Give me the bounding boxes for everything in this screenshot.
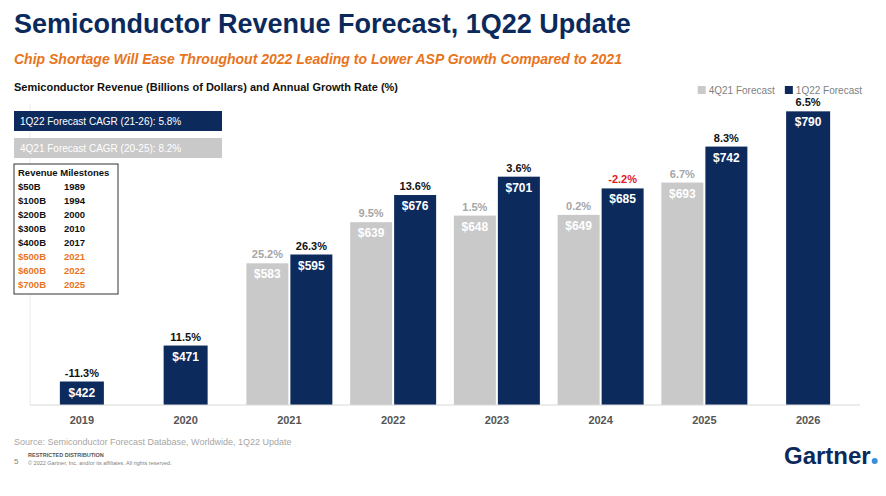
value-label: $639 — [358, 226, 385, 240]
page-number: 5 — [14, 457, 19, 466]
legend: 4Q21 Forecast 1Q22 Forecast — [698, 85, 863, 96]
milestone-year: 2022 — [64, 265, 85, 276]
x-tick-label: 2021 — [277, 414, 301, 426]
value-label: $685 — [609, 192, 636, 206]
growth-label: -11.3% — [65, 367, 99, 379]
bar — [558, 215, 600, 405]
value-label: $676 — [402, 199, 429, 213]
growth-label: 6.7% — [670, 168, 695, 180]
milestones-title: Revenue Milestones — [18, 167, 109, 178]
growth-label: 8.3% — [714, 132, 739, 144]
milestone-amount: $300B — [18, 223, 46, 234]
legend-label: 1Q22 Forecast — [796, 85, 862, 96]
x-tick-label: 2020 — [173, 414, 197, 426]
copyright: © 2022 Gartner, Inc. and/or its affiliat… — [28, 460, 172, 466]
legend-label: 4Q21 Forecast — [709, 85, 775, 96]
y-label: Semiconductor Revenue (Billions of Dolla… — [14, 81, 398, 93]
growth-label: 26.3% — [296, 240, 327, 252]
milestone-year: 1994 — [64, 195, 86, 206]
milestone-amount: $200B — [18, 209, 46, 220]
cagr-text: 1Q22 Forecast CAGR (21-26): 5.8% — [20, 116, 181, 127]
milestone-amount: $600B — [18, 265, 46, 276]
x-tick-label: 2022 — [381, 414, 405, 426]
milestone-year: 2025 — [64, 279, 86, 290]
legend-swatch — [698, 86, 706, 94]
growth-label: 3.6% — [506, 162, 531, 174]
logo-dot — [872, 458, 878, 464]
milestone-amount: $100B — [18, 195, 46, 206]
bar — [164, 346, 208, 405]
bar — [705, 147, 747, 405]
milestone-amount: $700B — [18, 279, 46, 290]
bar — [246, 263, 288, 405]
distribution: RESTRICTED DISTRIBUTION — [28, 452, 104, 458]
bar — [60, 382, 104, 405]
bar — [661, 183, 703, 405]
growth-label: 13.6% — [400, 180, 431, 192]
value-label: $742 — [713, 151, 740, 165]
milestone-amount: $50B — [18, 181, 41, 192]
value-label: $471 — [172, 350, 199, 364]
x-axis — [30, 405, 860, 406]
growth-label: 25.2% — [252, 248, 283, 260]
value-label: $422 — [69, 386, 96, 400]
growth-label: 6.5% — [796, 96, 821, 108]
growth-label: 11.5% — [170, 331, 201, 343]
milestone-amount: $500B — [18, 251, 46, 262]
subtitle: Chip Shortage Will Ease Throughout 2022 … — [14, 51, 622, 67]
x-tick-label: 2025 — [692, 414, 716, 426]
milestone-amount: $400B — [18, 237, 46, 248]
milestone-year: 2000 — [64, 209, 85, 220]
bar — [454, 216, 496, 405]
x-tick-label: 2019 — [70, 414, 94, 426]
value-label: $790 — [795, 115, 822, 129]
x-tick-label: 2023 — [485, 414, 509, 426]
milestones-box — [14, 164, 118, 294]
bar — [394, 195, 436, 405]
milestone-year: 1989 — [64, 181, 85, 192]
x-tick-label: 2026 — [796, 414, 820, 426]
x-tick-label: 2024 — [588, 414, 613, 426]
value-label: $595 — [298, 259, 325, 273]
value-label: $583 — [254, 267, 281, 281]
milestone-year: 2021 — [64, 251, 86, 262]
value-label: $693 — [669, 187, 696, 201]
value-label: $649 — [565, 219, 592, 233]
growth-label: 9.5% — [359, 207, 384, 219]
growth-label: 0.2% — [566, 200, 591, 212]
cagr-text: 4Q21 Forecast CAGR (20-25): 8.2% — [20, 143, 181, 154]
growth-label: 1.5% — [462, 201, 487, 213]
source: Source: Semiconductor Forecast Database,… — [14, 437, 291, 447]
bar — [786, 111, 830, 405]
background — [0, 0, 886, 496]
bar — [290, 255, 332, 406]
bar — [498, 177, 540, 405]
bar — [602, 188, 644, 405]
bar — [350, 222, 392, 405]
title: Semiconductor Revenue Forecast, 1Q22 Upd… — [14, 9, 631, 39]
value-label: $701 — [506, 181, 533, 195]
legend-swatch — [785, 86, 793, 94]
milestone-year: 2010 — [64, 223, 85, 234]
cagr-box — [14, 138, 222, 158]
value-label: $648 — [462, 220, 489, 234]
growth-label: -2.2% — [608, 173, 637, 185]
cagr-box — [14, 111, 222, 131]
slide: Semiconductor Revenue Forecast, 1Q22 Upd… — [0, 0, 886, 496]
milestone-year: 2017 — [64, 237, 85, 248]
logo: Gartner — [784, 442, 871, 469]
